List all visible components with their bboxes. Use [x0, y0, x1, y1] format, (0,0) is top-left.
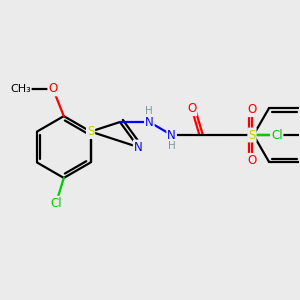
Text: O: O [48, 82, 58, 95]
Text: O: O [247, 154, 256, 167]
Text: CH₃: CH₃ [10, 84, 31, 94]
Text: N: N [145, 116, 154, 128]
Text: H: H [168, 141, 176, 151]
Text: H: H [146, 106, 153, 116]
Text: Cl: Cl [271, 128, 283, 142]
Text: S: S [248, 128, 256, 142]
Text: N: N [134, 140, 142, 154]
Text: Cl: Cl [50, 197, 62, 210]
Text: O: O [247, 103, 256, 116]
Text: S: S [87, 125, 94, 138]
Text: N: N [167, 128, 176, 142]
Text: O: O [187, 102, 196, 115]
